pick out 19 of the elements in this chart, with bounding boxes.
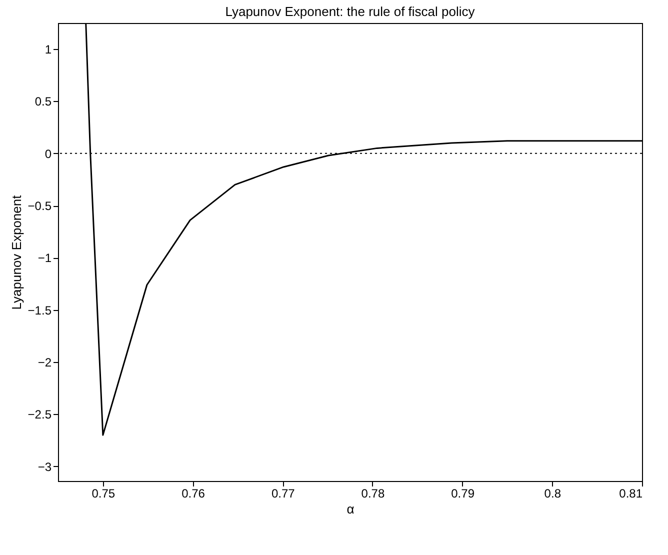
y-tick-label: −2.5 [28, 408, 52, 422]
y-tick-label: −0.5 [28, 199, 52, 214]
chart-title: Lyapunov Exponent: the rule of fiscal policy [225, 4, 476, 19]
x-axis-title: α [346, 502, 355, 516]
y-tick-label: 1 [44, 42, 52, 57]
y-tick-label: −2 [38, 356, 52, 370]
x-tick-label: 0.78 [361, 486, 385, 500]
x-tick-label: 0.75 [92, 486, 116, 500]
y-axis-title: Lyapunov Exponent [8, 194, 24, 310]
x-tick-label: 0.81 [619, 486, 643, 500]
x-tick-label: 0.77 [271, 486, 296, 500]
y-tick-label: 0 [44, 146, 52, 161]
x-tick-label: 0.76 [182, 486, 206, 500]
y-tick-label: −1.5 [28, 303, 52, 318]
x-tick-label: 0.79 [451, 486, 475, 500]
y-tick-label: −3 [38, 460, 52, 474]
y-tick-label: 0.5 [34, 94, 52, 109]
x-tick-label: 0.8 [544, 486, 562, 500]
y-tick-label: −1 [38, 251, 52, 266]
